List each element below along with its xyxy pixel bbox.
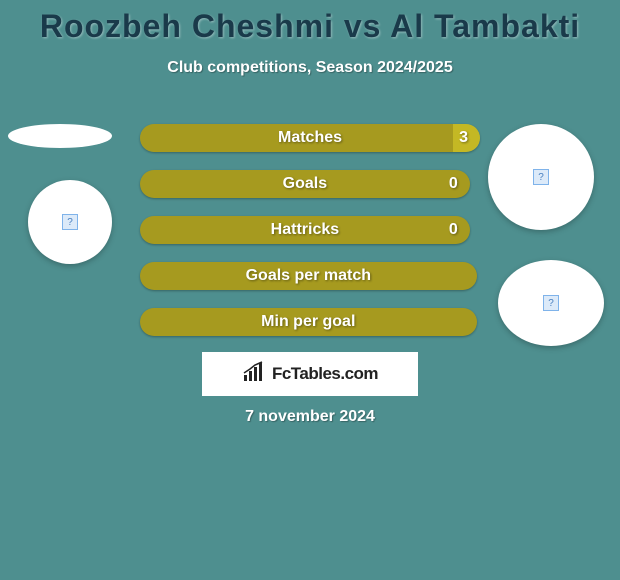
player-circle-left: ? <box>28 180 112 264</box>
stat-value: 0 <box>449 175 458 193</box>
logo-box: FcTables.com <box>202 352 418 396</box>
placeholder-icon: ? <box>543 295 559 311</box>
stat-row-matches: Matches 3 <box>140 124 480 152</box>
placeholder-icon: ? <box>533 169 549 185</box>
stat-row-goals-per-match: Goals per match <box>140 262 477 290</box>
logo-chart-icon <box>242 361 268 388</box>
stat-row-hattricks: Hattricks 0 <box>140 216 470 244</box>
stat-label: Matches <box>140 129 480 147</box>
stat-row-min-per-goal: Min per goal <box>140 308 477 336</box>
logo-text: FcTables.com <box>272 364 378 384</box>
stat-label: Goals per match <box>140 267 477 285</box>
player-circle-right-top: ? <box>488 124 594 230</box>
stat-value: 3 <box>459 129 468 147</box>
date-label: 7 november 2024 <box>0 408 620 426</box>
page-subtitle: Club competitions, Season 2024/2025 <box>0 59 620 77</box>
stat-label: Goals <box>140 175 470 193</box>
placeholder-icon: ? <box>62 214 78 230</box>
player-circle-right-bottom: ? <box>498 260 604 346</box>
stat-value: 0 <box>449 221 458 239</box>
stat-label: Hattricks <box>140 221 470 239</box>
stat-row-goals: Goals 0 <box>140 170 470 198</box>
page-title: Roozbeh Cheshmi vs Al Tambakti <box>0 0 620 45</box>
decor-oval-left <box>8 124 112 148</box>
stat-label: Min per goal <box>140 313 477 331</box>
stats-container: Matches 3 Goals 0 Hattricks 0 Goals per … <box>140 124 480 354</box>
